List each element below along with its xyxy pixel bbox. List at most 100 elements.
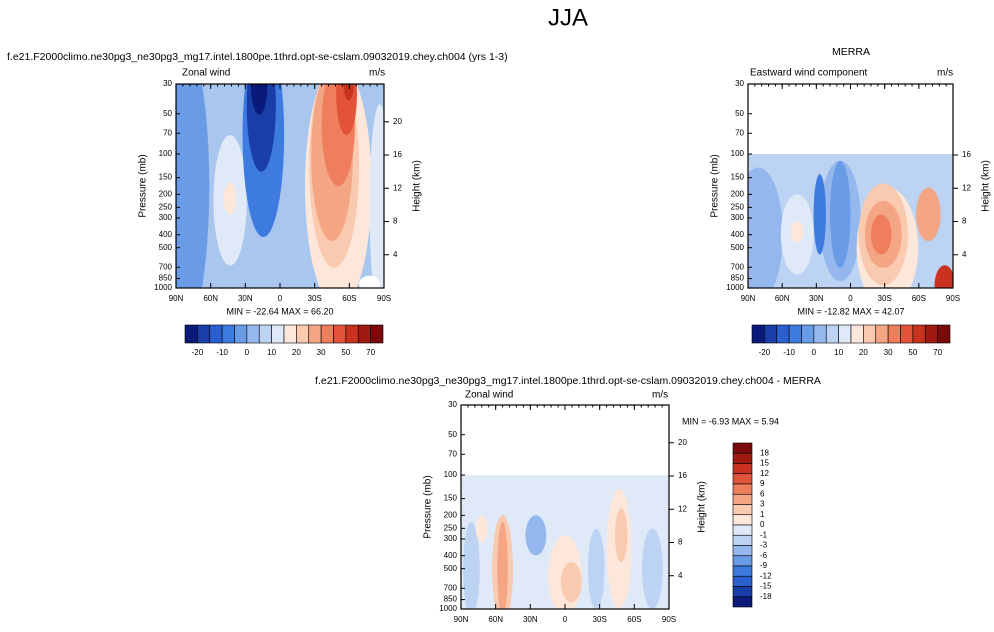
x-tick-label: 60N <box>203 294 218 303</box>
colorbar-box <box>296 324 310 344</box>
colorbar-box <box>184 324 198 344</box>
colorbar-label: -20 <box>192 348 204 357</box>
contour-region <box>587 528 605 609</box>
y-tick-label: 200 <box>444 510 458 519</box>
colorbar-box <box>209 324 223 344</box>
colorbar-label: 1 <box>760 510 765 519</box>
colorbar-box <box>370 324 384 344</box>
colorbar-box <box>924 324 938 344</box>
colorbar-label: 3 <box>760 500 765 509</box>
colorbar-label: -6 <box>760 551 768 560</box>
colorbar-box <box>732 504 753 516</box>
y-tick-label: 1000 <box>726 283 744 292</box>
y-tick-label: 500 <box>444 564 458 573</box>
x-tick-label: 90N <box>169 294 184 303</box>
y2-tick-label: 12 <box>678 504 687 513</box>
colorbar-box <box>283 324 297 344</box>
y2-tick-label: 8 <box>393 217 398 226</box>
y2-tick-label: 16 <box>678 471 687 480</box>
colorbar-label: -20 <box>759 348 771 357</box>
colorbar-label: 0 <box>245 348 250 357</box>
x-tick-label: 30N <box>238 294 253 303</box>
contour-region <box>359 275 380 288</box>
contour-region <box>916 187 941 242</box>
x-tick-label: 60N <box>775 294 790 303</box>
contour-region <box>463 521 480 609</box>
colorbar-box <box>732 442 753 454</box>
y-tick-label: 70 <box>163 128 172 137</box>
x-tick-label: 30S <box>308 294 322 303</box>
colorbar-box <box>333 324 347 344</box>
colorbar-box <box>732 575 753 587</box>
min-max: MIN = -22.64 MAX = 66.20 <box>226 306 333 316</box>
colorbar-box <box>801 324 815 344</box>
contour-fill <box>463 488 663 609</box>
y-tick-label: 200 <box>731 189 745 198</box>
y2-axis-label: Height (km) <box>697 481 708 533</box>
colorbar-label: 70 <box>933 348 942 357</box>
colorbar-box <box>246 324 260 344</box>
colorbar-box <box>732 524 753 536</box>
colorbar-box <box>912 324 926 344</box>
y2-tick-label: 12 <box>393 183 402 192</box>
colorbar-box <box>271 324 285 344</box>
colorbar-box <box>345 324 359 344</box>
contour-region <box>223 181 237 215</box>
y-tick-label: 100 <box>444 470 458 479</box>
colorbar-box <box>732 545 753 557</box>
y2-axis-label: Height (km) <box>412 160 423 212</box>
y-tick-label: 150 <box>731 173 745 182</box>
left-label: Eastward wind component <box>750 68 868 79</box>
y-tick-label: 850 <box>159 274 173 283</box>
left-label: Zonal wind <box>182 68 230 79</box>
y-tick-label: 250 <box>159 202 173 211</box>
colorbar-label: -1 <box>760 530 768 539</box>
y2-tick-label: 8 <box>678 538 683 547</box>
y-tick-label: 300 <box>444 534 458 543</box>
y-axis-label: Pressure (mb) <box>423 475 434 538</box>
colorbar-box <box>887 324 901 344</box>
colorbar-label: -15 <box>760 582 772 591</box>
colorbar-label: 20 <box>292 348 301 357</box>
x-tick-label: 90S <box>662 615 676 624</box>
y-tick-label: 100 <box>731 149 745 158</box>
colorbar-label: 0 <box>812 348 817 357</box>
x-tick-label: 60S <box>627 615 641 624</box>
colorbar-box <box>863 324 877 344</box>
y-tick-label: 500 <box>731 243 745 252</box>
contour-region <box>369 104 384 288</box>
y2-tick-label: 12 <box>962 183 971 192</box>
panel-title: f.e21.F2000climo.ne30pg3_ne30pg3_mg17.in… <box>315 375 821 387</box>
contour-region <box>748 167 783 288</box>
min-max: MIN = -6.93 MAX = 5.94 <box>682 416 779 426</box>
y2-tick-label: 4 <box>393 250 398 259</box>
colorbar-label: -10 <box>216 348 228 357</box>
colorbar-box <box>838 324 852 344</box>
colorbar-box <box>732 483 753 495</box>
y-tick-label: 50 <box>163 109 172 118</box>
y-tick-label: 200 <box>159 189 173 198</box>
x-tick-label: 60S <box>912 294 926 303</box>
y-tick-label: 250 <box>444 523 458 532</box>
colorbar-box <box>788 324 802 344</box>
y-tick-label: 850 <box>444 595 458 604</box>
y-axis-label: Pressure (mb) <box>138 154 149 217</box>
colorbar-box <box>357 324 371 344</box>
figure-title: JJA <box>548 4 588 31</box>
y2-tick-label: 8 <box>962 217 967 226</box>
y-tick-label: 30 <box>163 79 172 88</box>
contour-region <box>934 265 953 288</box>
colorbar-box <box>221 324 235 344</box>
y-tick-label: 250 <box>731 202 745 211</box>
colorbar-label: 18 <box>760 448 769 457</box>
min-max: MIN = -12.82 MAX = 42.07 <box>797 306 904 316</box>
colorbar-box <box>197 324 211 344</box>
x-tick-label: 30N <box>523 615 538 624</box>
left-label: Zonal wind <box>465 390 513 401</box>
colorbar-label: 0 <box>760 520 765 529</box>
colorbar-label: 10 <box>834 348 843 357</box>
contour-region <box>176 84 210 288</box>
colorbar-label: -12 <box>760 571 772 580</box>
y-tick-label: 70 <box>735 128 744 137</box>
contour-region <box>343 84 354 101</box>
